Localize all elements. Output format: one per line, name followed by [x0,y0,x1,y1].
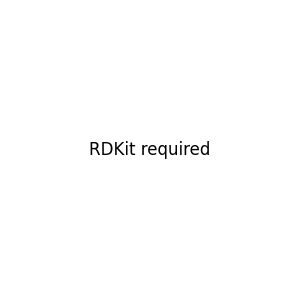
Text: RDKit required: RDKit required [89,141,211,159]
